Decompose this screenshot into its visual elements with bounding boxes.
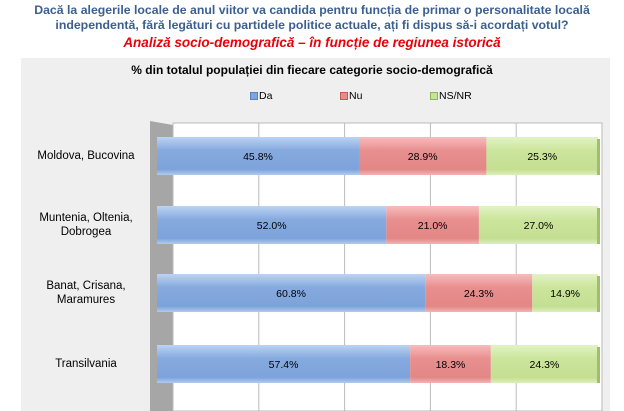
bar-end-cap bbox=[597, 347, 600, 383]
category-label: Muntenia, Oltenia, Dobrogea bbox=[39, 212, 133, 238]
category-label: Transilvania bbox=[55, 358, 117, 370]
data-label: 28.9% bbox=[408, 151, 438, 163]
chart-title: % din totalul populației din fiecare cat… bbox=[131, 63, 493, 77]
question-line-2: independentă, fără legături cu partidele… bbox=[55, 18, 569, 32]
data-label: 25.3% bbox=[527, 151, 557, 163]
bar-nu-2 bbox=[425, 274, 533, 312]
subtitle: Analiză socio-demografică – în funcție d… bbox=[123, 35, 501, 50]
category-label: Banat, Crisana, Maramures bbox=[46, 280, 126, 306]
bar-da-0 bbox=[157, 137, 359, 175]
bar-nsnr-2 bbox=[532, 274, 598, 312]
bar-nsnr-1 bbox=[478, 206, 598, 244]
plot-side-wall bbox=[150, 121, 173, 411]
data-label: 27.0% bbox=[524, 220, 554, 232]
category-label: Moldova, Bucovina bbox=[37, 150, 135, 162]
bar-nsnr-3 bbox=[490, 345, 598, 383]
bar-da-1 bbox=[157, 206, 387, 244]
question-line-1: Dacă la alegerile locale de anul viitor … bbox=[34, 3, 590, 17]
legend-swatch bbox=[430, 92, 438, 100]
legend-da: Da bbox=[250, 90, 272, 102]
legend-label: Nu bbox=[349, 90, 363, 102]
question-title: Dacă la alegerile locale de anul viitor … bbox=[0, 3, 624, 33]
legend-label: NS/NR bbox=[439, 90, 472, 102]
bar-nu-3 bbox=[410, 345, 491, 383]
legend-nsnr: NS/NR bbox=[430, 90, 472, 102]
data-label: 57.4% bbox=[269, 359, 299, 371]
data-label: 52.0% bbox=[257, 220, 287, 232]
data-label: 18.3% bbox=[436, 359, 466, 371]
legend-label: Da bbox=[259, 90, 273, 102]
bar-end-cap bbox=[597, 276, 600, 312]
data-label: 14.9% bbox=[550, 288, 580, 300]
data-label: 24.3% bbox=[464, 288, 494, 300]
bar-nu-1 bbox=[386, 206, 479, 244]
legend-swatch bbox=[250, 92, 258, 100]
data-label: 21.0% bbox=[418, 220, 448, 232]
bar-da-2 bbox=[157, 274, 426, 312]
data-label: 60.8% bbox=[276, 288, 306, 300]
bar-end-cap bbox=[597, 139, 600, 175]
data-label: 45.8% bbox=[243, 151, 273, 163]
data-label: 24.3% bbox=[530, 359, 560, 371]
bar-da-3 bbox=[157, 345, 411, 383]
bar-end-cap bbox=[597, 208, 600, 244]
bar-nsnr-0 bbox=[486, 137, 598, 175]
bar-nu-0 bbox=[358, 137, 487, 175]
legend-swatch bbox=[340, 92, 348, 100]
legend-nu: Nu bbox=[340, 90, 362, 102]
